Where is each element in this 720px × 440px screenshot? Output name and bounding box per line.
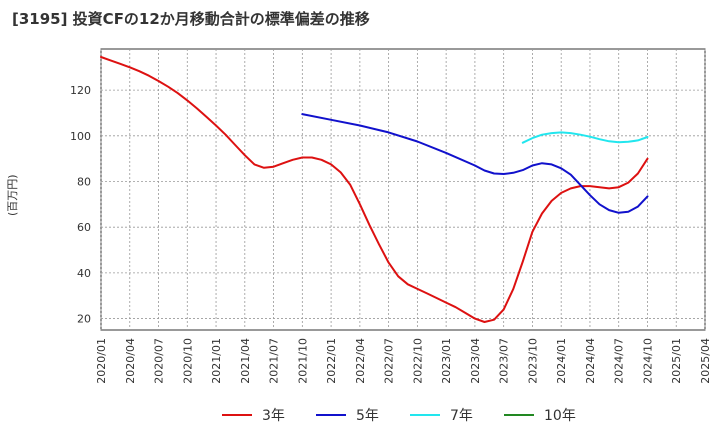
legend-swatch <box>504 414 534 416</box>
x-tick-label: 2025/01 <box>670 338 683 384</box>
legend-swatch <box>222 414 252 416</box>
y-tick-label: 80 <box>77 176 91 189</box>
x-tick-label: 2024/04 <box>584 338 597 384</box>
x-tick-label: 2023/01 <box>440 338 453 384</box>
series-lines <box>100 56 649 323</box>
x-tick-label: 2022/07 <box>383 338 396 384</box>
x-tick-label: 2020/04 <box>124 338 137 384</box>
y-tick-label: 40 <box>77 267 91 280</box>
x-tick-label: 2024/07 <box>613 338 626 384</box>
x-tick-label: 2020/10 <box>181 338 194 384</box>
legend-label: 3年 <box>262 408 285 424</box>
x-tick-label: 2023/07 <box>498 338 511 384</box>
legend-swatch <box>316 414 346 416</box>
legend-item: 5年 <box>316 404 379 426</box>
legend-item: 7年 <box>410 404 473 426</box>
x-tick-label: 2020/07 <box>153 338 166 384</box>
x-tick-label: 2024/10 <box>641 338 654 384</box>
x-tick-label: 2022/10 <box>411 338 424 384</box>
x-tick-label: 2025/04 <box>699 338 712 384</box>
legend-item: 3年 <box>222 404 285 426</box>
x-tick-label: 2022/01 <box>325 338 338 384</box>
y-tick-labels: 20 40 60 80 100 120 <box>70 84 91 325</box>
x-tick-label: 2021/07 <box>268 338 281 384</box>
chart-title: [3195] 投資CFの12か月移動合計の標準偏差の推移 <box>12 10 370 28</box>
series-line-1 <box>301 113 649 214</box>
x-tick-label: 2021/01 <box>210 338 223 384</box>
series-line-0 <box>100 56 649 323</box>
legend-item: 10年 <box>504 404 576 426</box>
x-gridlines <box>100 49 706 330</box>
plot-area <box>100 48 706 331</box>
x-tick-label: 2024/01 <box>555 338 568 384</box>
x-tick-label: 2020/01 <box>95 338 108 384</box>
legend-swatch <box>410 414 440 416</box>
legend-label: 10年 <box>544 408 576 424</box>
legend-label: 5年 <box>356 408 379 424</box>
y-tick-label: 20 <box>77 313 91 326</box>
x-tick-label: 2021/10 <box>296 338 309 384</box>
y-tick-label: 100 <box>70 130 91 143</box>
x-tick-label: 2022/04 <box>354 338 367 384</box>
legend: 3年 5年 7年 10年 <box>0 404 720 428</box>
x-tick-label: 2023/10 <box>526 338 539 384</box>
series-line-2 <box>521 131 649 144</box>
x-tick-labels: 2020/01 2020/04 2020/07 2020/10 2021/01 2021/… <box>95 338 712 384</box>
x-tick-label: 2021/04 <box>239 338 252 384</box>
y-tick-label: 60 <box>77 221 91 234</box>
legend-label: 7年 <box>450 408 473 424</box>
y-tick-label: 120 <box>70 84 91 97</box>
y-gridlines <box>101 89 705 319</box>
x-tick-label: 2023/04 <box>469 338 482 384</box>
